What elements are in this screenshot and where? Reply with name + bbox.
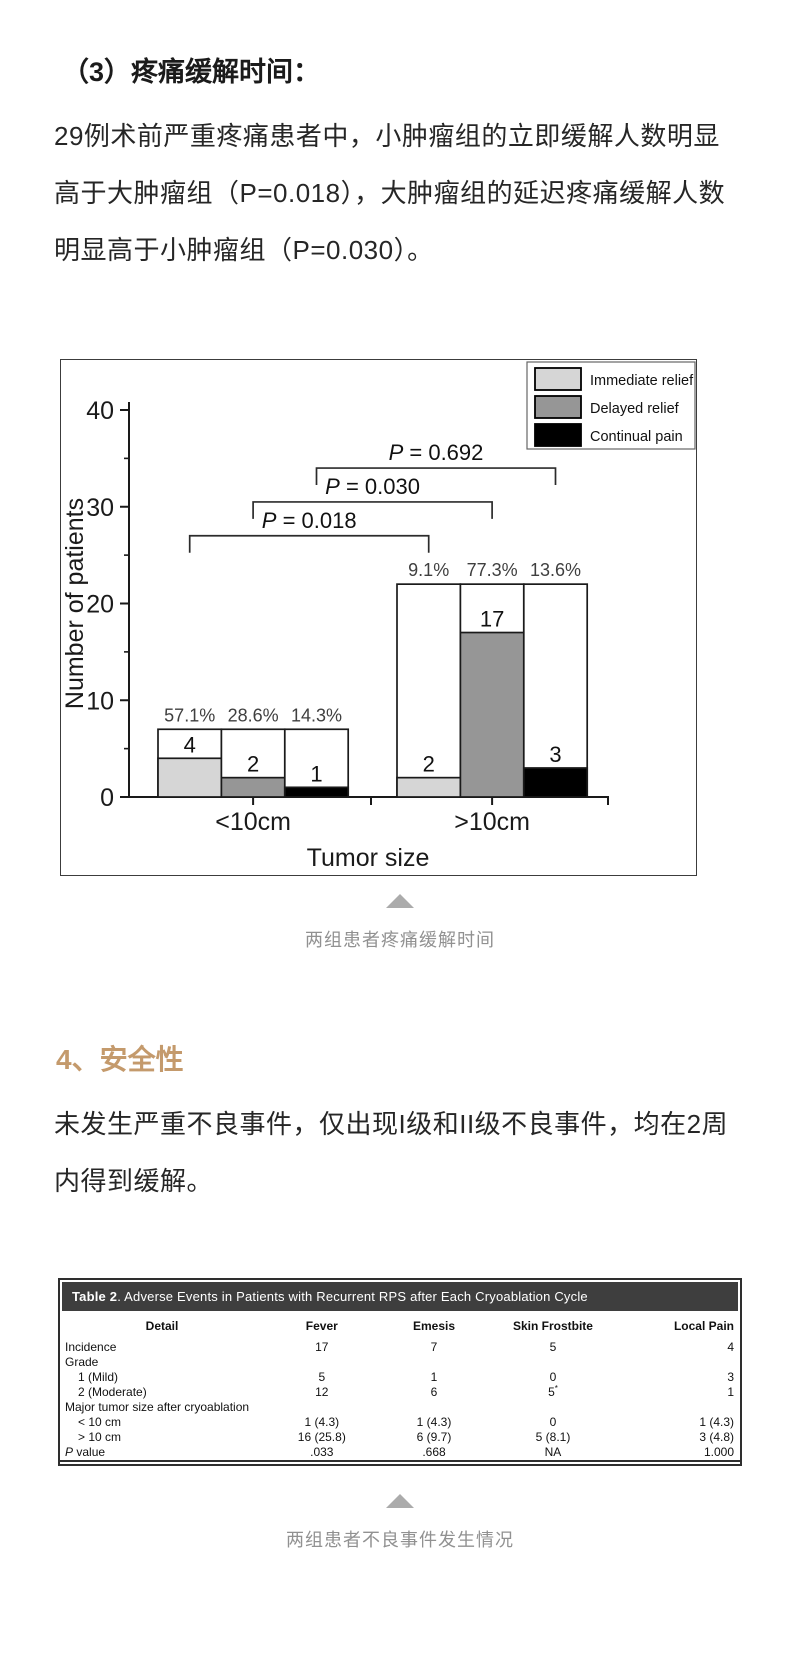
table-row: P value .033 .668 NA 1.000 [60,1444,740,1461]
column-header: Fever [305,1319,338,1333]
table-cell: 17 [315,1339,329,1354]
table-cell: 4 [727,1339,734,1354]
svg-text:57.1%: 57.1% [164,705,215,725]
row-label: < 10 cm [78,1414,122,1429]
collapse-triangle-icon [386,894,414,908]
table-cell [380,1354,489,1369]
table-cell: 5 [549,1339,557,1354]
column-header: Emesis [412,1319,455,1333]
figure-pain-relief-chart: 0 10 20 30 40 4 57.1% 2 28.6% 1 14.3% <10cm 2 9.1% 17 7… [60,359,697,876]
svg-text:9.1%: 9.1% [408,560,449,580]
svg-text:Tumor size: Tumor size [307,844,430,872]
table-cell: .033 [310,1445,334,1459]
table-cell [264,1399,380,1414]
svg-text:P = 0.018: P = 0.018 [262,508,357,533]
svg-text:Continual pain: Continual pain [590,429,683,445]
table-cell [488,1399,617,1414]
table-number: Table 2 [72,1289,118,1304]
row-label: > 10 cm [78,1429,122,1444]
figure-caption: 两组患者疼痛缓解时间 [305,930,495,950]
svg-text:Immediate relief: Immediate relief [590,373,694,389]
table-cell [380,1399,489,1414]
table-cell [264,1354,380,1369]
svg-text:28.6%: 28.6% [228,705,279,725]
svg-text:1: 1 [310,761,322,786]
row-label: P value [65,1445,106,1459]
paragraph-safety: 未发生严重不良事件，仅出现I级和II级不良事件，均在2周内得到缓解。 [54,1109,729,1196]
svg-text:17: 17 [480,607,504,632]
column-header: Skin Frostbite [512,1319,593,1333]
svg-text:Number of patients: Number of patients [61,498,89,709]
svg-text:30: 30 [86,494,114,522]
collapse-triangle-icon [386,1494,414,1508]
svg-text:P = 0.692: P = 0.692 [389,440,484,465]
table-cell: 0 [549,1414,557,1429]
table-cell: 1 [430,1369,438,1384]
column-header: Detail [145,1319,179,1333]
svg-text:14.3%: 14.3% [291,705,342,725]
table-cell: 1 (4.3) [304,1414,340,1429]
column-header: Local Pain [673,1319,734,1333]
table-title-bar: Table 2. Adverse Events in Patients with… [62,1282,738,1311]
row-label: Major tumor size after cryoablation [65,1399,250,1414]
table-cell: 12 [315,1384,329,1399]
table-cell: 3 (4.8) [699,1429,734,1444]
table-cell: 5* [548,1384,558,1399]
table-row: 2 (Moderate) 12 6 5* 1 [60,1384,740,1399]
svg-text:13.6%: 13.6% [530,560,581,580]
table-cell: 7 [430,1339,438,1354]
table-caption: 两组患者不良事件发生情况 [286,1530,514,1550]
table-cell: 1 (4.3) [699,1414,734,1429]
svg-text:<10cm: <10cm [215,808,291,836]
table-row: Major tumor size after cryoablation [60,1399,740,1414]
table-row: Grade [60,1354,740,1369]
table-cell: 1.000 [703,1445,734,1459]
table-cell: 0 [549,1369,557,1384]
paragraph-pain-relief: 29例术前严重疼痛患者中，小肿瘤组的立即缓解人数明显高于大肿瘤组（P=0.018… [54,121,726,265]
table-row: < 10 cm 1 (4.3) 1 (4.3) 0 1 (4.3) [60,1414,740,1429]
svg-text:2: 2 [247,752,259,777]
row-label: 1 (Mild) [78,1369,119,1384]
table-cell: 5 (8.1) [535,1429,571,1444]
table-cell: 16 (25.8) [297,1429,346,1444]
table-cell: 6 [430,1384,438,1399]
section-heading-pain-relief: （3）疼痛缓解时间： [62,57,321,87]
svg-text:77.3%: 77.3% [467,560,518,580]
table-cell: 5 [318,1369,326,1384]
table-title-text: . Adverse Events in Patients with Recurr… [117,1289,588,1304]
row-label: Incidence [65,1339,117,1354]
table-row: > 10 cm 16 (25.8) 6 (9.7) 5 (8.1) 3 (4.8) [60,1429,740,1444]
svg-text:2: 2 [423,752,435,777]
table-cell [618,1399,740,1414]
table-cell: 6 (9.7) [416,1429,452,1444]
svg-text:0: 0 [100,784,114,812]
svg-text:40: 40 [86,397,114,425]
table-cell: NA [544,1445,562,1459]
table-row: Incidence 17 7 5 4 [60,1339,740,1354]
table-row: 1 (Mild) 5 1 0 3 [60,1369,740,1384]
svg-text:20: 20 [86,591,114,619]
table-cell [618,1354,740,1369]
svg-text:3: 3 [549,742,561,767]
row-label: Grade [65,1354,99,1369]
pain-relief-bar-chart: 0 10 20 30 40 4 57.1% 2 28.6% 1 14.3% <10cm 2 9.1% 17 7… [61,361,696,872]
table-cell: 1 (4.3) [416,1414,452,1429]
adverse-events-table: Table 2. Adverse Events in Patients with… [58,1278,742,1466]
svg-text:Delayed relief: Delayed relief [590,401,680,417]
row-label: 2 (Moderate) [78,1384,147,1399]
svg-text:10: 10 [86,687,114,715]
table-cell [488,1354,617,1369]
table-cell: .668 [422,1445,446,1459]
svg-text:>10cm: >10cm [454,808,530,836]
table-cell: 1 [727,1384,734,1399]
svg-text:P = 0.030: P = 0.030 [325,474,420,499]
section-heading-safety: 4、安全性 [56,1044,184,1075]
table-cell: 3 [727,1369,734,1384]
svg-text:4: 4 [184,732,196,757]
adverse-events-data-grid: Detail Fever Emesis Skin Frostbite Local Pai… [60,1313,740,1462]
